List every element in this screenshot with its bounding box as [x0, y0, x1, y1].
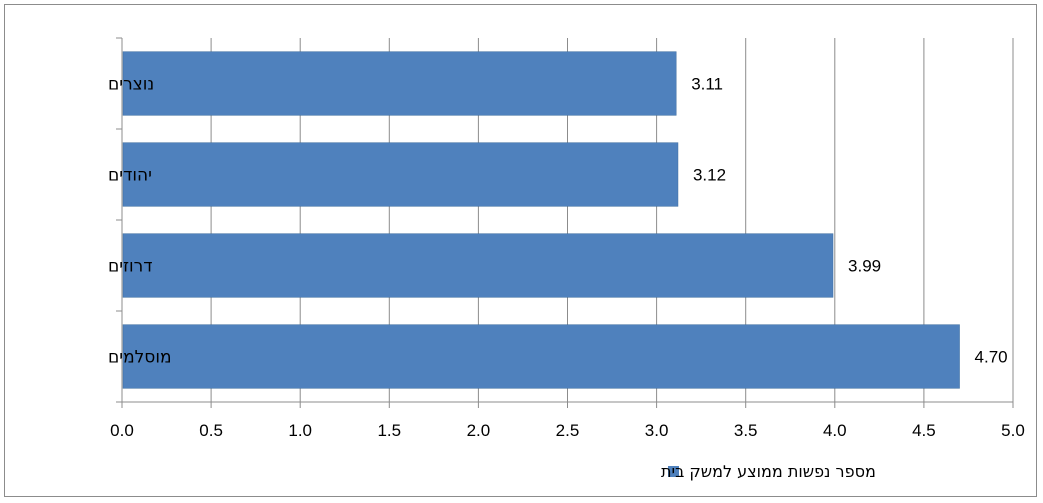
bars [122, 51, 960, 389]
data-label: 3.12 [693, 166, 726, 185]
x-tick-label: 3.0 [645, 421, 669, 440]
category-label: דרוזים [108, 257, 152, 277]
x-tick-label: 0.5 [199, 421, 223, 440]
bar [122, 324, 960, 389]
data-label: 4.70 [975, 348, 1008, 367]
bar [122, 233, 834, 298]
legend-swatch [668, 466, 679, 477]
legend-label: מספר נפשות ממוצע למשק בית [661, 462, 876, 481]
bar [122, 142, 679, 207]
category-label: יהודים [108, 166, 152, 186]
legend: מספר נפשות ממוצע למשק בית [661, 462, 876, 481]
x-tick-label: 1.5 [377, 421, 401, 440]
x-tick-label: 2.0 [467, 421, 491, 440]
data-label: 3.11 [691, 75, 723, 94]
category-label: מוסלמים [108, 348, 172, 368]
x-tick-label: 5.0 [1001, 421, 1025, 440]
x-tick-label: 4.0 [823, 421, 847, 440]
bar [122, 51, 677, 116]
axes [121, 38, 1013, 403]
labels: 0.0 0.5 1.0 1.5 2.0 2.5 3.0 3.5 4.0 4.5 5.0 נוצרים 3… [108, 75, 1025, 441]
x-tick-label: 0.0 [110, 421, 134, 440]
data-label: 3.99 [848, 257, 881, 276]
x-tick-label: 4.5 [912, 421, 936, 440]
x-tick-label: 3.5 [734, 421, 758, 440]
x-tick-label: 1.0 [288, 421, 312, 440]
category-label: נוצרים [108, 75, 154, 95]
x-tick-label: 2.5 [556, 421, 580, 440]
